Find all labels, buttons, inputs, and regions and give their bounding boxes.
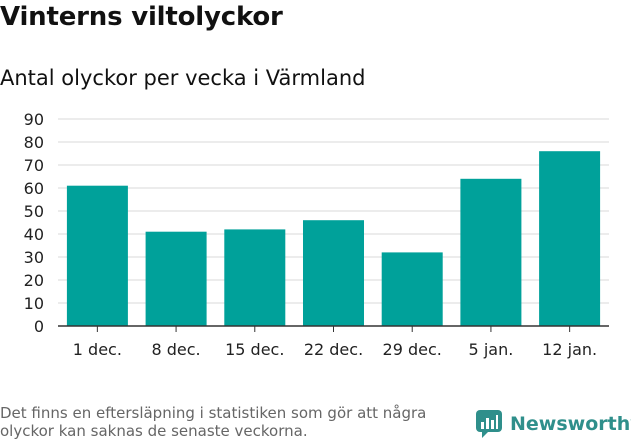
y-tick-label-60: 60 <box>24 179 44 198</box>
y-tick-label-10: 10 <box>24 294 44 313</box>
x-tick-label-3: 22 dec. <box>304 340 363 359</box>
y-tick-label-80: 80 <box>24 133 44 152</box>
y-tick-label-0: 0 <box>34 317 44 336</box>
footnote: Det finns en eftersläpning i statistiken… <box>0 404 427 440</box>
bar-12-jan <box>539 151 601 326</box>
bar-29-dec <box>381 252 443 326</box>
bar-5-jan <box>460 178 522 326</box>
y-tick-label-30: 30 <box>24 248 44 267</box>
x-tick-label-0: 1 dec. <box>73 340 122 359</box>
x-tick-label-5: 5 jan. <box>469 340 514 359</box>
bar-8-dec <box>145 231 207 326</box>
bars <box>66 151 601 326</box>
y-tick-label-50: 50 <box>24 202 44 221</box>
brand-logo: Newsworthy <box>476 410 631 438</box>
y-axis-ticks: 0 10 20 30 40 50 60 70 80 90 <box>24 110 44 336</box>
x-axis-ticks: 1 dec. 8 dec. 15 dec. 22 dec. 29 dec. 5 jan. 1… <box>73 326 597 359</box>
x-tick-label-4: 29 dec. <box>383 340 442 359</box>
bar-22-dec <box>303 220 364 326</box>
y-tick-label-90: 90 <box>24 110 44 129</box>
bar-1-dec <box>66 185 128 326</box>
chart-subtitle: Antal olyckor per vecka i Värmland <box>0 66 366 90</box>
y-tick-label-20: 20 <box>24 271 44 290</box>
newsworthy-logo-icon <box>476 410 502 438</box>
bar-15-dec <box>224 229 286 326</box>
x-tick-label-2: 15 dec. <box>225 340 284 359</box>
bar-chart: 0 10 20 30 40 50 60 70 80 90 1 dec. 8 dec. 15 dec. 2… <box>24 110 609 359</box>
y-tick-label-70: 70 <box>24 156 44 175</box>
x-tick-label-1: 8 dec. <box>151 340 200 359</box>
brand-name: Newsworthy <box>510 413 631 435</box>
y-tick-label-40: 40 <box>24 225 44 244</box>
chart-title: Vinterns viltolyckor <box>0 2 283 32</box>
chart-area: 0 10 20 30 40 50 60 70 80 90 1 dec. 8 dec. 15 dec. 2… <box>0 100 631 370</box>
x-tick-label-6: 12 jan. <box>542 340 597 359</box>
